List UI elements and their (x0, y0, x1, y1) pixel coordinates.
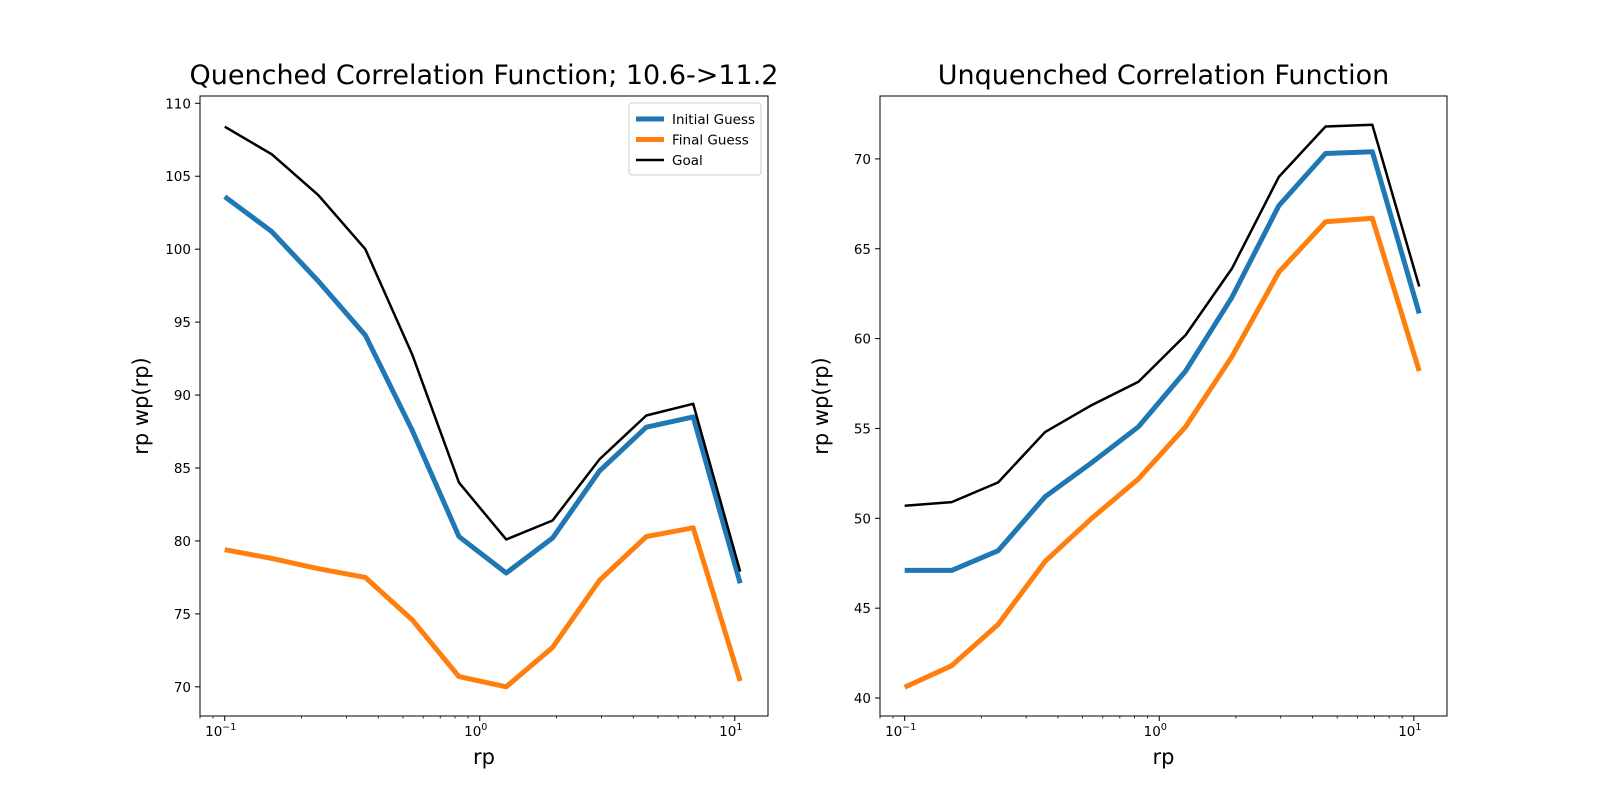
x-tick-label: 10−1 (885, 722, 916, 740)
y-tick-label: 70 (854, 152, 871, 168)
series-line-final-guess (224, 525, 743, 690)
y-tick-label: 50 (854, 511, 871, 527)
series-line-final-guess (903, 215, 1422, 690)
y-tick-label: 60 (854, 332, 871, 348)
y-tick-label: 85 (174, 461, 191, 477)
series-line-initial-guess (904, 149, 1422, 573)
y-tick-label: 100 (165, 242, 191, 258)
y-tick-label: 90 (174, 388, 191, 404)
legend-label: Initial Guess (672, 112, 755, 128)
x-axis-label: rp (473, 745, 495, 769)
y-tick-label: 95 (174, 315, 191, 331)
series-group (903, 123, 1422, 690)
legend: Initial Guess Final Guess Goal (628, 102, 762, 176)
y-tick-label: 45 (854, 601, 871, 617)
y-tick-label: 65 (854, 242, 871, 258)
chart-title: Unquenched Correlation Function (938, 60, 1389, 91)
y-tick-label: 55 (854, 421, 871, 437)
y-tick-label: 110 (165, 96, 191, 112)
x-tick-label: 10−1 (205, 722, 236, 740)
x-axis-label: rp (1153, 745, 1175, 769)
series-group (223, 125, 743, 690)
y-axis-label: rp wp(rp) (129, 357, 153, 455)
y-tick-label: 80 (174, 534, 191, 550)
series-line-initial-guess (223, 194, 743, 584)
chart-quenched: Quenched Correlation Function; 10.6->11.… (129, 60, 778, 769)
legend-label: Goal (672, 153, 703, 169)
y-tick-label: 105 (165, 169, 191, 185)
y-axis-label: rp wp(rp) (809, 357, 833, 455)
x-tick-label: 100 (464, 722, 487, 740)
x-tick-label: 101 (1398, 722, 1421, 740)
y-tick-label: 40 (854, 691, 871, 707)
chart-title: Quenched Correlation Function; 10.6->11.… (190, 60, 779, 91)
legend-label: Final Guess (672, 133, 749, 149)
plot-frame (199, 95, 769, 717)
y-tick-label: 75 (174, 607, 191, 623)
series-line-goal (224, 125, 742, 572)
y-tick-label: 70 (174, 680, 191, 696)
x-tick-label: 101 (719, 722, 742, 740)
x-tick-label: 100 (1144, 722, 1167, 740)
chart-unquenched: Unquenched Correlation Function 10−1 100 10… (809, 60, 1448, 769)
series-line-goal (904, 123, 1421, 507)
plot-frame (879, 95, 1448, 717)
